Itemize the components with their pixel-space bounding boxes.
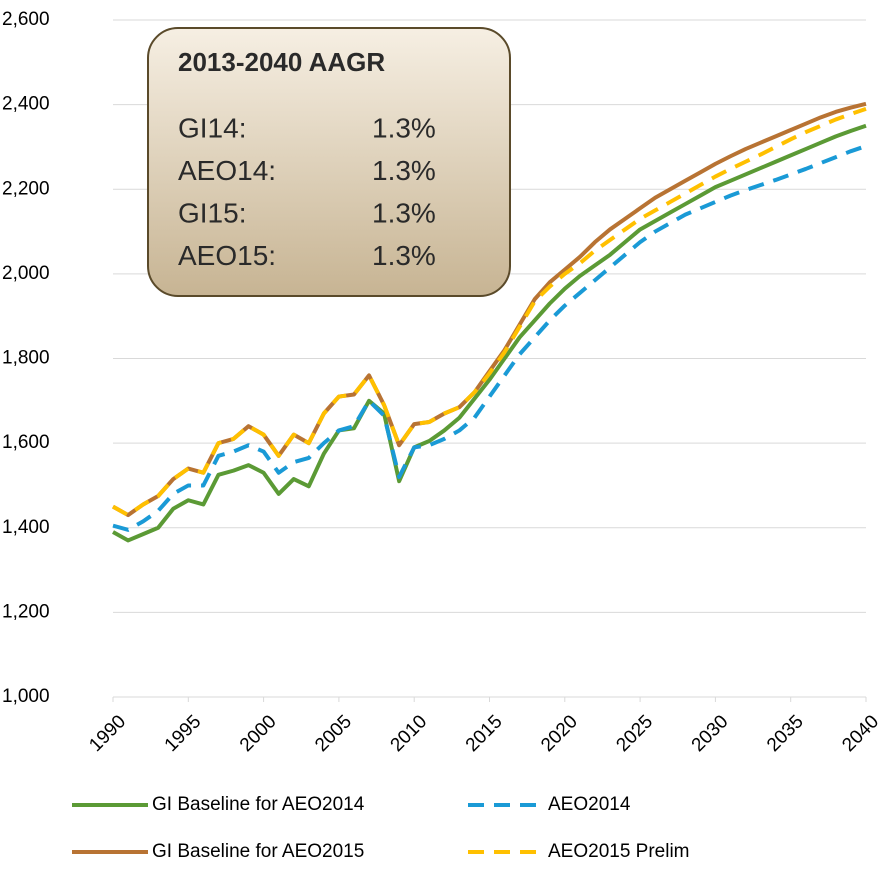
x-tick-label: 2025 (612, 711, 657, 756)
annotation-value: 1.3% (372, 112, 436, 143)
y-tick-label: 1,600 (2, 432, 50, 453)
y-tick-label: 1,400 (2, 517, 50, 538)
annotation-label: GI15: (178, 197, 246, 228)
annotation-title: 2013-2040 AAGR (178, 47, 385, 77)
x-tick-label: 1990 (85, 711, 130, 756)
y-tick-label: 1,800 (2, 348, 50, 369)
y-tick-label: 2,400 (2, 94, 50, 115)
legend-label: AEO2015 Prelim (548, 841, 690, 862)
x-tick-label: 2005 (311, 711, 356, 756)
annotation-label: GI14: (178, 112, 246, 143)
y-tick-label: 1,200 (2, 601, 50, 622)
x-tick-label: 2000 (236, 711, 281, 756)
y-tick-label: 2,200 (2, 178, 50, 199)
y-tick-label: 2,600 (2, 9, 50, 30)
legend-label: AEO2014 (548, 794, 631, 815)
x-tick-label: 2040 (838, 711, 883, 756)
series-line (112, 144, 867, 532)
annotation-box (147, 27, 511, 297)
x-tick-label: 2030 (688, 711, 733, 756)
x-tick-label: 2035 (763, 711, 808, 756)
series-line (112, 123, 867, 543)
legend-label: GI Baseline for AEO2015 (152, 841, 364, 862)
y-tick-label: 1,000 (2, 686, 50, 707)
annotation-label: AEO14: (178, 155, 276, 186)
x-tick-label: 2015 (462, 711, 507, 756)
x-tick-label: 2010 (387, 711, 432, 756)
annotation-value: 1.3% (372, 240, 436, 271)
x-tick-label: 2020 (537, 711, 582, 756)
annotation-value: 1.3% (372, 155, 436, 186)
annotation-value: 1.3% (372, 197, 436, 228)
annotation-label: AEO15: (178, 240, 276, 271)
legend-label: GI Baseline for AEO2014 (152, 794, 365, 815)
y-tick-label: 2,000 (2, 263, 50, 284)
series-line (112, 106, 867, 518)
x-tick-label: 1995 (161, 711, 206, 756)
